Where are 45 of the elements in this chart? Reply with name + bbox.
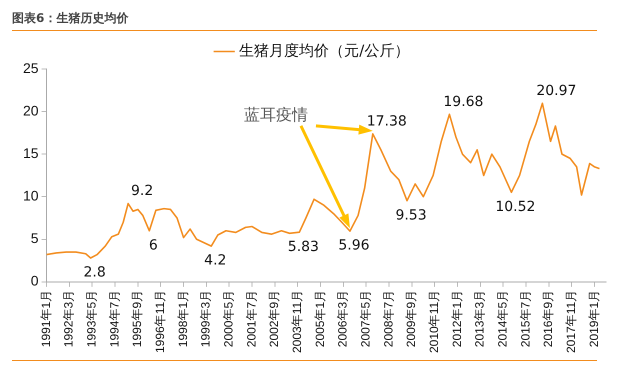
x-tick-label: 2010年11月	[427, 290, 442, 354]
x-tick-label: 1993年5月	[84, 290, 99, 348]
x-tick-label: 2019年1月	[586, 290, 601, 348]
data-label: 10.52	[495, 198, 536, 215]
data-label: 9.2	[130, 183, 154, 200]
x-tick-label: 2003年11月	[290, 290, 304, 354]
x-tick-label: 1996年11月	[153, 290, 168, 354]
x-tick-label: 2013年3月	[472, 290, 487, 348]
x-tick-label: 2006年3月	[336, 290, 350, 348]
x-tick-label: 2009年9月	[404, 290, 418, 348]
data-label: 4.2	[204, 252, 226, 269]
data-label: 2.8	[83, 264, 106, 281]
x-tick-label: 2005年1月	[312, 290, 327, 348]
y-tick-label: 20	[22, 102, 39, 118]
data-label: 5.83	[288, 238, 319, 255]
x-tick-label: 2007年5月	[358, 290, 373, 348]
x-tick-label: 2016年9月	[541, 290, 556, 348]
x-tick-label: 1991年1月	[38, 290, 53, 348]
x-tick-label: 1994年7月	[107, 290, 122, 348]
y-tick-label: 10	[22, 188, 39, 204]
data-label: 5.96	[338, 238, 370, 254]
legend-label: 生猪月度均价（元/公斤）	[239, 41, 410, 60]
x-tick-label: 1992年3月	[62, 290, 76, 348]
data-label: 9.53	[395, 207, 427, 224]
x-tick-label: 1998年1月	[176, 290, 190, 348]
x-tick-label: 2012年1月	[450, 290, 464, 348]
data-label: 20.97	[536, 82, 576, 99]
x-tick-label: 1995年9月	[130, 290, 144, 348]
x-tick-label: 2002年9月	[267, 290, 282, 348]
y-tick-label: 15	[22, 145, 39, 161]
x-tick-label: 2000年5月	[222, 290, 236, 348]
data-label: 6	[148, 237, 158, 254]
data-label: 17.38	[366, 114, 407, 130]
y-tick-label: 25	[22, 60, 39, 76]
x-tick-label: 2014年5月	[496, 290, 510, 348]
x-tick-label: 2017年11月	[564, 290, 578, 354]
data-label: 19.68	[443, 94, 484, 110]
y-tick-label: 0	[30, 272, 39, 289]
x-tick-label: 1999年3月	[198, 290, 213, 348]
annotation: 蓝耳疫情	[244, 104, 308, 124]
x-tick-label: 2015年7月	[518, 290, 532, 348]
y-tick-label: 5	[30, 230, 39, 246]
x-tick-label: 2008年7月	[381, 290, 396, 348]
chart-title: 图表6：生猪历史均价	[12, 6, 597, 31]
x-tick-label: 2001年7月	[244, 290, 258, 348]
